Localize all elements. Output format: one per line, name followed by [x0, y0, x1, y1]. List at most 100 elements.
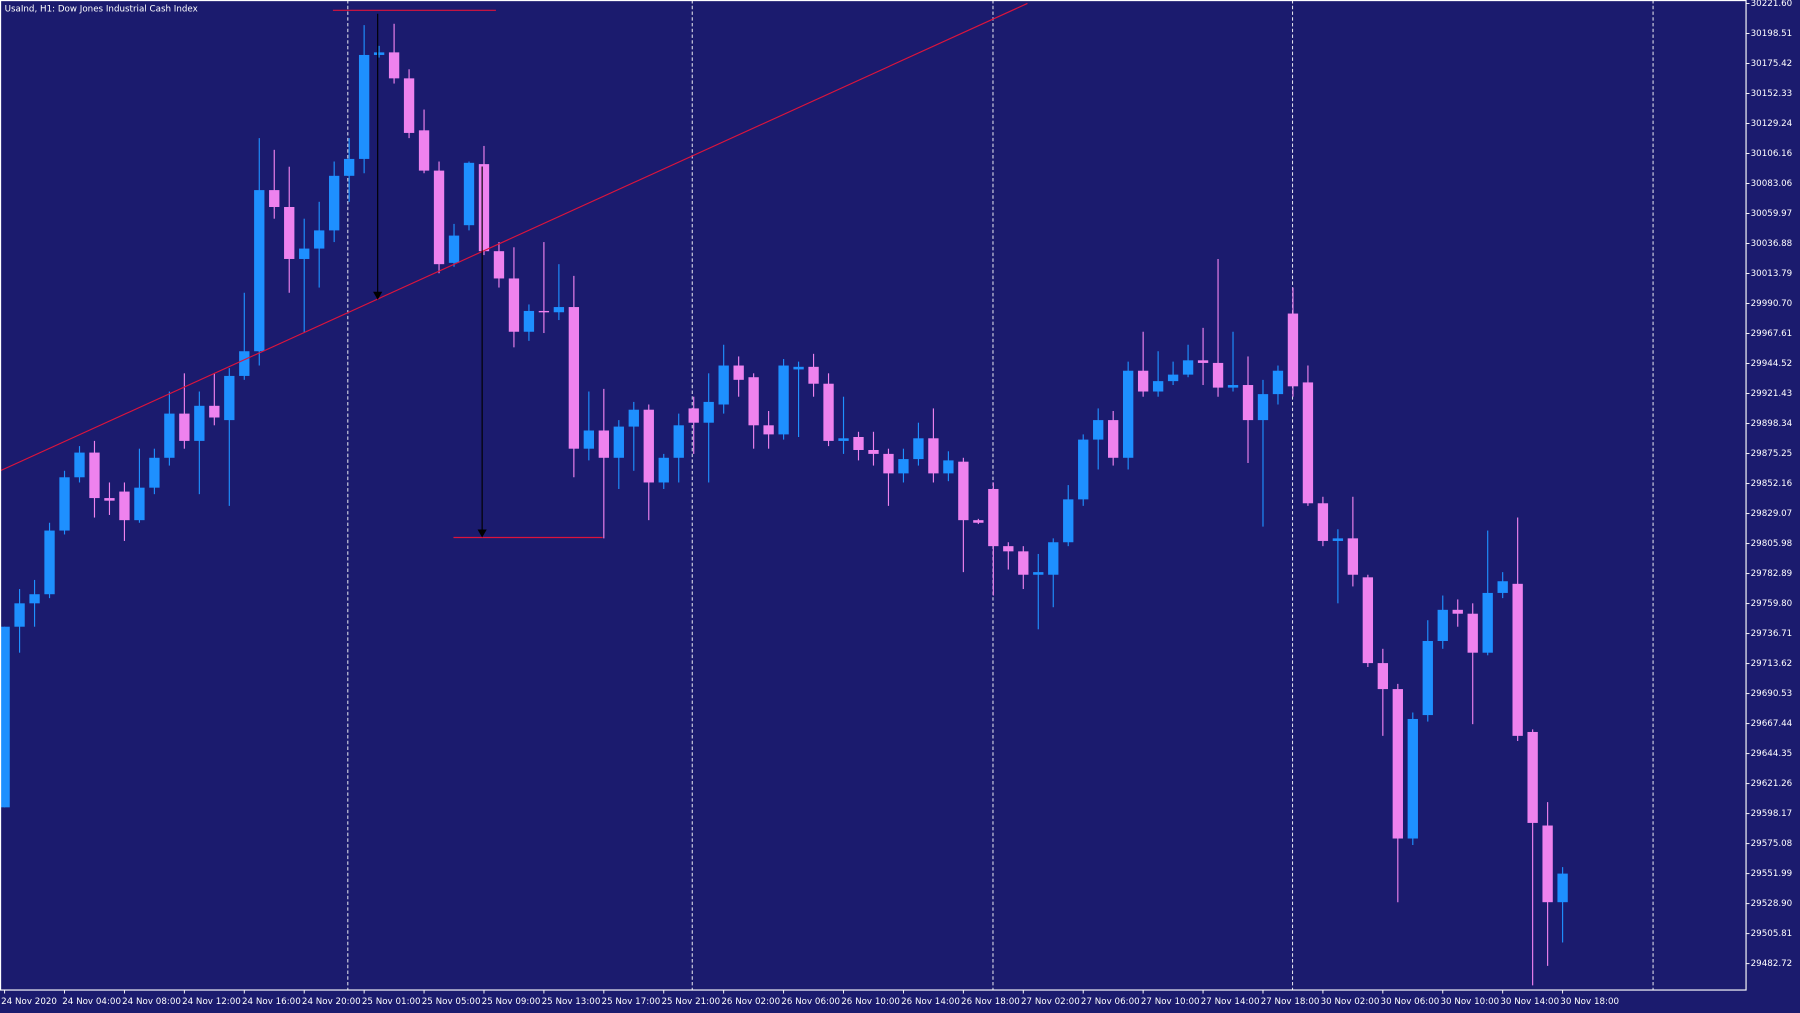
- candle-body: [1347, 538, 1359, 575]
- y-tick-label: 30152.33: [1751, 89, 1793, 99]
- x-tick-label: 25 Nov 21:00: [661, 997, 720, 1007]
- chart-title: UsaInd, H1: Dow Jones Industrial Cash In…: [5, 5, 198, 15]
- x-tick-label: 27 Nov 14:00: [1201, 997, 1260, 1007]
- plot-frame: [0, 0, 1747, 991]
- y-tick-label: 29644.35: [1751, 749, 1793, 759]
- x-tick-label: 27 Nov 02:00: [1021, 997, 1080, 1007]
- candle-body: [433, 170, 445, 265]
- candle-body: [1212, 362, 1224, 388]
- x-tick-label: 30 Nov 10:00: [1440, 997, 1499, 1007]
- candle-body: [1557, 873, 1568, 903]
- candle-body: [29, 594, 40, 604]
- x-tick-label: 27 Nov 10:00: [1141, 997, 1200, 1007]
- candle-body: [14, 603, 25, 627]
- candle-body: [463, 162, 475, 226]
- candle-body: [1108, 420, 1119, 458]
- candle-body: [568, 307, 580, 449]
- candle-body: [898, 459, 909, 474]
- candle-body: [1392, 689, 1403, 839]
- y-tick-label: 29482.72: [1751, 959, 1793, 969]
- y-tick-label: 29898.34: [1751, 419, 1793, 429]
- candle-body: [119, 491, 130, 521]
- candle-body: [1182, 360, 1194, 375]
- candle-body: [733, 365, 744, 380]
- candle-body: [493, 251, 505, 279]
- x-tick-label: 25 Nov 13:00: [542, 997, 601, 1007]
- candle-body: [194, 405, 205, 441]
- candle-body: [1497, 581, 1508, 593]
- x-tick-label: 24 Nov 12:00: [182, 997, 241, 1007]
- y-tick-label: 29921.43: [1751, 389, 1793, 399]
- candle-body: [1482, 592, 1493, 653]
- candle-body: [149, 457, 160, 488]
- candles: [0, 23, 1568, 986]
- y-tick-label: 29805.98: [1751, 539, 1793, 549]
- candle-body: [943, 460, 954, 474]
- candle-body: [598, 430, 609, 458]
- candle-body: [284, 206, 295, 259]
- candle-body: [224, 375, 235, 421]
- candle-body: [763, 425, 774, 435]
- candle-body: [883, 453, 894, 474]
- y-tick-label: 30059.97: [1751, 209, 1793, 219]
- x-tick-label: 26 Nov 02:00: [721, 997, 780, 1007]
- x-tick-label: 25 Nov 09:00: [482, 997, 541, 1007]
- candle-body: [793, 366, 804, 370]
- x-tick-label: 30 Nov 06:00: [1381, 997, 1440, 1007]
- arrow-head: [477, 529, 487, 538]
- y-tick-label: 30106.16: [1751, 149, 1793, 159]
- x-tick-label: 26 Nov 06:00: [781, 997, 840, 1007]
- candle-body: [0, 626, 10, 808]
- candle-body: [134, 487, 145, 521]
- candle-body: [928, 438, 939, 474]
- candle-body: [718, 365, 729, 405]
- candle-body: [808, 366, 819, 384]
- candle-body: [778, 365, 789, 435]
- candle-body: [913, 438, 924, 460]
- candle-body: [1257, 394, 1269, 421]
- candle-body: [523, 310, 535, 332]
- y-tick-label: 29875.25: [1751, 449, 1793, 459]
- candle-body: [973, 520, 984, 523]
- candle-body: [748, 377, 759, 426]
- candle-body: [44, 530, 55, 595]
- x-tick-label: 25 Nov 17:00: [602, 997, 661, 1007]
- candle-body: [583, 430, 595, 449]
- candle-body: [1033, 572, 1044, 575]
- candle-body: [643, 409, 654, 483]
- candle-body: [988, 488, 999, 547]
- candle-body: [1317, 503, 1329, 541]
- candle-body: [1093, 420, 1104, 440]
- x-tick-label: 24 Nov 08:00: [122, 997, 181, 1007]
- y-tick-label: 29829.07: [1751, 509, 1793, 519]
- y-tick-label: 29575.08: [1751, 839, 1793, 849]
- candle-body: [1287, 313, 1299, 387]
- candle-body: [613, 426, 624, 458]
- candle-body: [1078, 439, 1089, 500]
- trend-line: [0, 2, 1028, 472]
- candle-body: [1242, 385, 1254, 421]
- candle-body: [418, 130, 430, 171]
- candle-body: [1467, 613, 1478, 653]
- candle-body: [358, 54, 370, 159]
- y-tick-label: 29713.62: [1751, 659, 1793, 669]
- candle-body: [628, 409, 639, 427]
- candle-body: [1018, 551, 1029, 575]
- x-tick-label: 24 Nov 20:00: [302, 997, 361, 1007]
- candle-body: [658, 457, 669, 483]
- candle-body: [1272, 370, 1284, 395]
- candle-body: [1063, 499, 1074, 543]
- candle-body: [1377, 663, 1388, 690]
- x-tick-label: 30 Nov 18:00: [1560, 997, 1619, 1007]
- arrow-head: [373, 291, 383, 300]
- candle-body: [508, 278, 520, 332]
- candle-body: [403, 78, 415, 133]
- y-tick-label: 30221.60: [1751, 0, 1793, 9]
- candle-body: [688, 408, 699, 423]
- candle-body: [1422, 641, 1433, 716]
- candle-body: [299, 248, 310, 259]
- x-tick-label: 30 Nov 14:00: [1500, 997, 1559, 1007]
